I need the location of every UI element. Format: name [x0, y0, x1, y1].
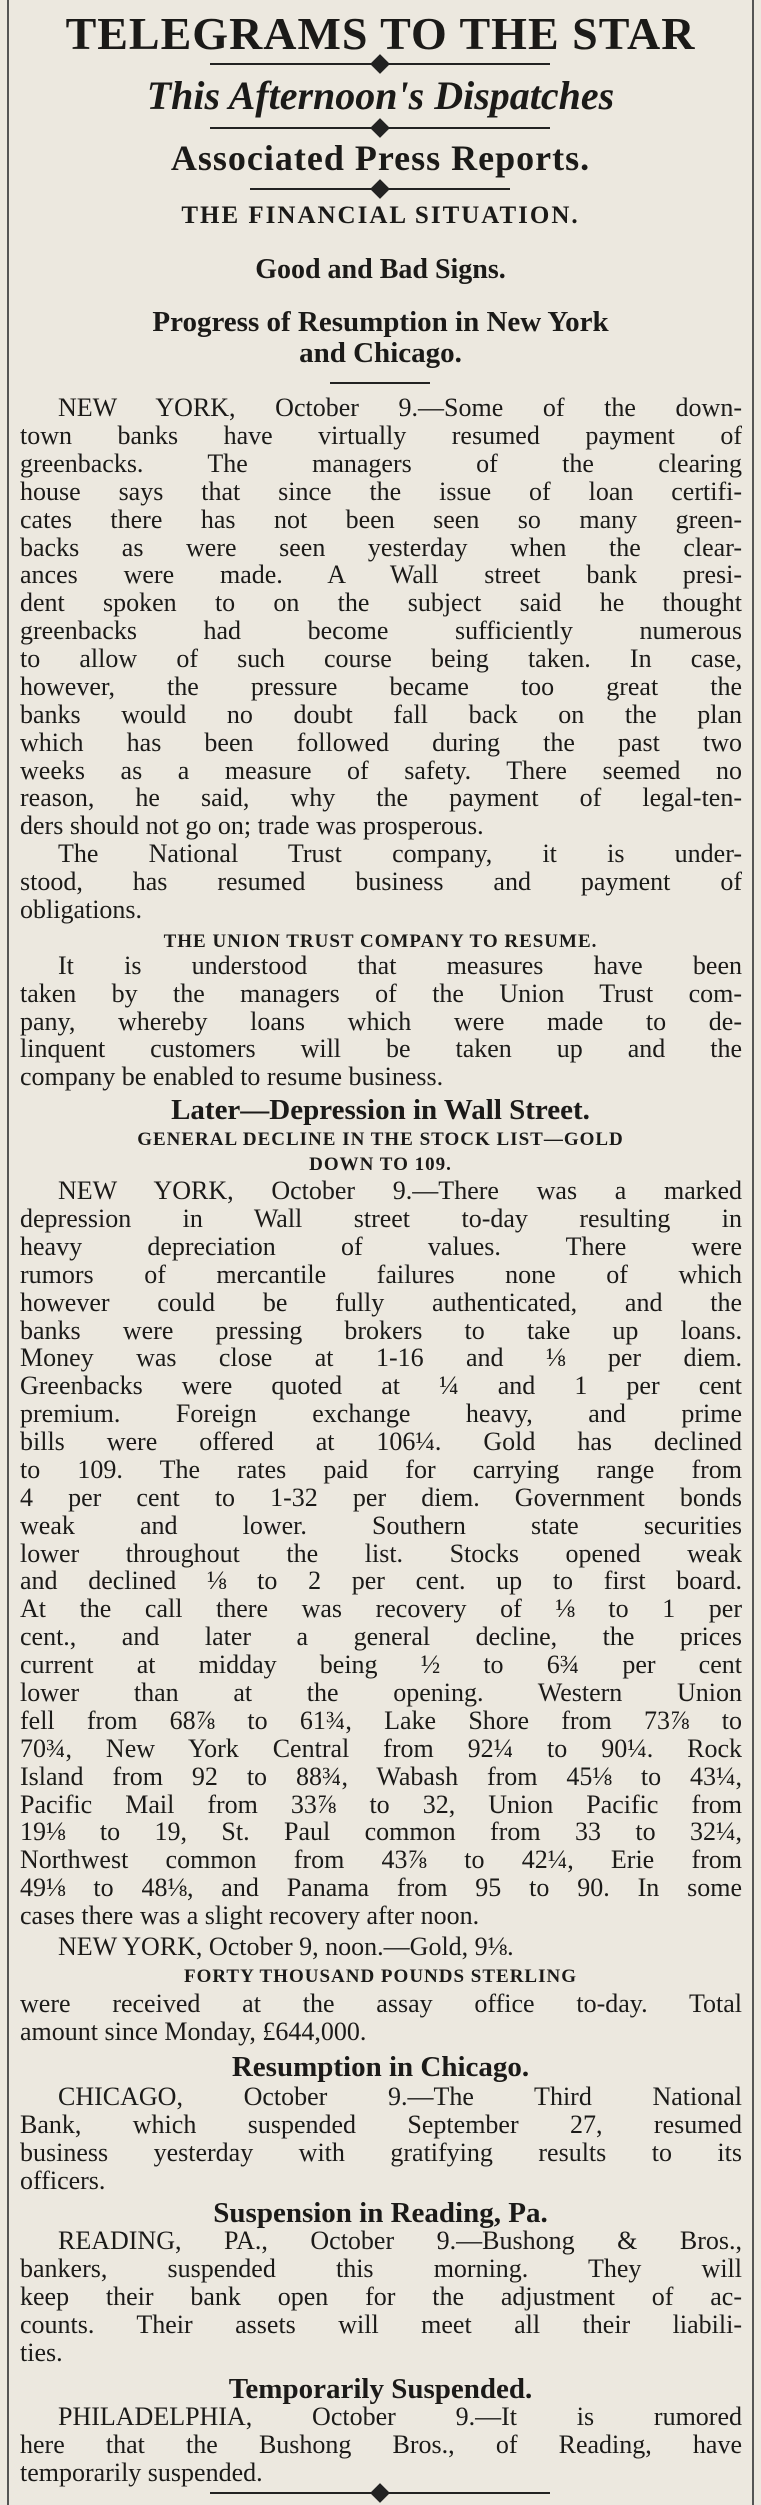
body-line: ties. [20, 2339, 63, 2367]
body-line: however, the pressure became too great t… [20, 673, 742, 701]
body-line: Island from 92 to 88¾, Wabash from 45⅛ t… [20, 1763, 742, 1791]
body-line: heavy depreciation of values. There were [20, 1233, 742, 1261]
body-line: 4 per cent to 1-32 per diem. Government … [20, 1484, 742, 1512]
headline: Later—Depression in Wall Street. [171, 1094, 590, 1127]
body-line: to allow of such course being taken. In … [20, 646, 742, 674]
body-line: Greenbacks were quoted at ¼ and 1 per ce… [20, 1373, 742, 1401]
body-line: cent., and later a general decline, the … [20, 1624, 742, 1652]
body-line: temporarily suspended. [20, 2459, 263, 2487]
body-line: Money was close at 1-16 and ⅛ per diem. [20, 1345, 742, 1373]
body-line: premium. Foreign exchange heavy, and pri… [20, 1401, 742, 1429]
body-line: ances were made. A Wall street bank pres… [20, 562, 742, 590]
body-line: cates there has not been seen so many gr… [20, 506, 742, 534]
diamond [370, 118, 390, 138]
subhead: THE UNION TRUST COMPANY TO RESUME. [163, 930, 598, 952]
body-line: PHILADELPHIA, October 9.—It is rumored [58, 2403, 742, 2431]
body-line: The National Trust company, it is under- [58, 840, 742, 868]
body-line: town banks have virtually resumed paymen… [20, 422, 742, 450]
body-line: depression in Wall street to-day resulti… [20, 1205, 742, 1233]
dateline: NEW YORK, October 9, noon.—Gold, 9⅛. [58, 1933, 514, 1961]
subhead: FORTY THOUSAND POUNDS STERLING [183, 1966, 578, 1988]
body-line: here that the Bushong Bros., of Reading,… [20, 2431, 742, 2459]
body-line: officers. [20, 2167, 106, 2195]
body-line: dent spoken to on the subject said he th… [20, 590, 742, 618]
rule-ornaments [210, 54, 550, 2503]
body-line: and declined ⅛ to 2 per cent. up to firs… [20, 1568, 742, 1596]
body-line: were received at the assay office to-day… [20, 1991, 742, 2019]
body-line: CHICAGO, October 9.—The Third National [58, 2084, 742, 2112]
masthead-credit: Associated Press Reports. [170, 138, 591, 179]
body-line: backs as were seen yesterday when the cl… [20, 534, 742, 562]
body-line: bills were offered at 106¼. Gold has dec… [20, 1429, 742, 1457]
body-line: bankers, suspended this morning. They wi… [20, 2255, 742, 2283]
headline: Resumption in Chicago. [231, 2051, 530, 2084]
body-line: Bank, which suspended September 27, resu… [20, 2112, 742, 2140]
diamond [370, 2483, 390, 2503]
body-line: Northwest common from 43⅞ to 42¼, Erie f… [20, 1847, 742, 1875]
body-line: NEW YORK, October 9.—There was a marked [58, 1178, 742, 1206]
body-line: linquent customers will be taken up and … [20, 1036, 742, 1064]
body-line: 70¾, New York Central from 92¼ to 90¼. R… [20, 1735, 742, 1763]
diamond [370, 54, 390, 74]
body-line: READING, PA., October 9.—Bushong & Bros.… [58, 2227, 742, 2255]
section-deck: Good and Bad Signs. [255, 254, 506, 286]
body-line: stood, has resumed business and payment … [20, 868, 742, 896]
body-line: cases there was a slight recovery after … [20, 1903, 480, 1931]
headline: and Chicago. [299, 336, 462, 369]
body-line: business yesterday with gratifying resul… [20, 2139, 742, 2167]
subhead: DOWN TO 109. [309, 1154, 452, 1176]
body-line: greenbacks. The managers of the clearing [20, 450, 742, 478]
body-line: banks would no doubt fall back on the pl… [20, 701, 742, 729]
section-title: THE FINANCIAL SITUATION. [181, 202, 580, 230]
headline: Progress of Resumption in New York [152, 306, 609, 339]
diamond [370, 179, 390, 199]
body-line: which has been followed during the past … [20, 729, 742, 757]
body-line: weak and lower. Southern state securitie… [20, 1512, 742, 1540]
body-line: however could be fully authenticated, an… [20, 1289, 742, 1317]
body-line: keep their bank open for the adjustment … [20, 2283, 742, 2311]
body-line: company be enabled to resume business. [20, 1064, 444, 1092]
body-line: counts. Their assets will meet all their… [20, 2311, 742, 2339]
body-line: current at midday being ½ to 6¾ per cent [20, 1652, 742, 1680]
body-line: At the call there was recovery of ⅛ to 1… [20, 1596, 742, 1624]
headline: Temporarily Suspended. [228, 2372, 533, 2405]
masthead-title: TELEGRAMS TO THE STAR [65, 7, 696, 59]
body-line: Pacific Mail from 33⅞ to 32, Union Pacif… [20, 1791, 742, 1819]
subhead: GENERAL DECLINE IN THE STOCK LIST—GOLD [137, 1128, 624, 1150]
body-line: lower throughout the list. Stocks opened… [20, 1540, 742, 1568]
body-line: to 109. The rates paid for carrying rang… [20, 1456, 742, 1484]
masthead-subtitle: This Afternoon's Dispatches [146, 72, 615, 118]
body-line: NEW YORK, October 9.—Some of the down- [58, 395, 742, 423]
body-line: greenbacks had become sufficiently numer… [20, 618, 742, 646]
body-line: 19⅛ to 19, St. Paul common from 33 to 32… [20, 1819, 742, 1847]
body-line: banks were pressing brokers to take up l… [20, 1317, 742, 1345]
body-line: rumors of mercantile failures none of wh… [20, 1261, 742, 1289]
body-line: lower than at the opening. Western Union [20, 1680, 742, 1708]
body-line: 49⅛ to 48⅛, and Panama from 95 to 90. In… [20, 1875, 742, 1903]
body-line: reason, he said, why the payment of lega… [20, 785, 742, 813]
body-line: pany, whereby loans which were made to d… [20, 1008, 742, 1036]
body-line: amount since Monday, £644,000. [20, 2019, 367, 2047]
body-line: house says that since the issue of loan … [20, 478, 742, 506]
body-line: weeks as a measure of safety. There seem… [20, 757, 742, 785]
body-line: obligations. [20, 896, 143, 924]
body-line: It is understood that measures have been [58, 952, 742, 980]
body-line: fell from 68⅞ to 61¾, Lake Shore from 73… [20, 1707, 742, 1735]
body-line: taken by the managers of the Union Trust… [20, 980, 742, 1008]
headline: Suspension in Reading, Pa. [213, 2196, 548, 2229]
body-line: ders should not go on; trade was prosper… [20, 813, 484, 841]
